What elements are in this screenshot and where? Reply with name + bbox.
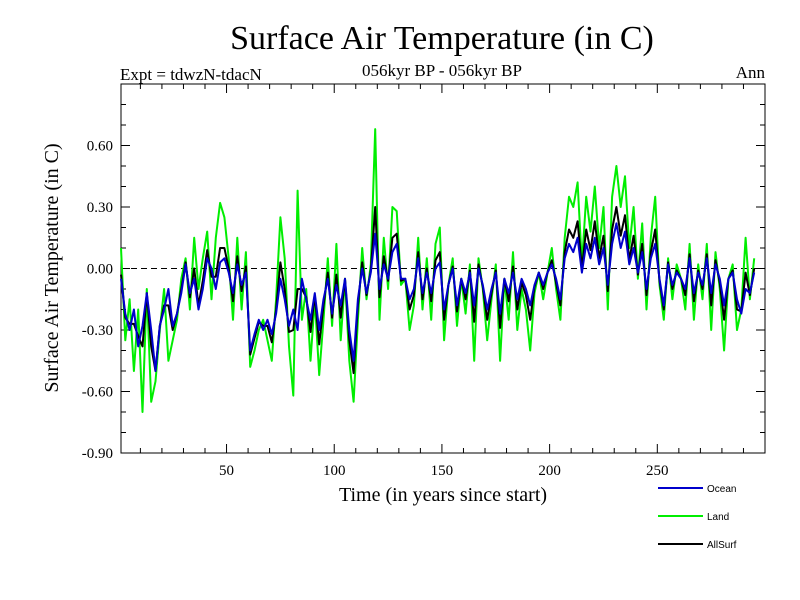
x-tick-label: 200 [538, 463, 561, 479]
chart-subtitle: 056kyr BP - 056kyr BP [362, 61, 522, 80]
y-tick-label: -0.60 [82, 385, 113, 401]
y-tick-label: 0.60 [87, 139, 113, 155]
series-line-ocean [120, 222, 756, 372]
x-tick-label: 50 [219, 463, 234, 479]
y-tick-label: 0.00 [87, 262, 113, 278]
x-tick-label: 250 [646, 463, 669, 479]
y-axis-label: Surface Air Temperature (in C) [41, 143, 63, 392]
x-tick-label: 100 [323, 463, 346, 479]
experiment-label: Expt = tdwzN-tdacN [120, 65, 262, 84]
y-tick-label: -0.30 [82, 323, 113, 339]
series-lines [120, 128, 756, 413]
chart-title: Surface Air Temperature (in C) [230, 20, 654, 57]
legend-label-allsurf: AllSurf [707, 540, 737, 551]
legend-label-land: Land [707, 512, 729, 523]
x-tick-label: 150 [431, 463, 454, 479]
axis-ticks: 50 100 150 200 250 -0.90 -0.60 -0.30 0.00 0.30 0.6… [82, 83, 765, 479]
x-axis-label: Time (in years since start) [339, 484, 547, 506]
period-label: Ann [736, 63, 766, 82]
y-tick-label: -0.90 [82, 446, 113, 462]
legend-label-ocean: Ocean [707, 484, 736, 495]
y-tick-label: 0.30 [87, 200, 113, 216]
legend: Ocean Land AllSurf [658, 484, 737, 551]
